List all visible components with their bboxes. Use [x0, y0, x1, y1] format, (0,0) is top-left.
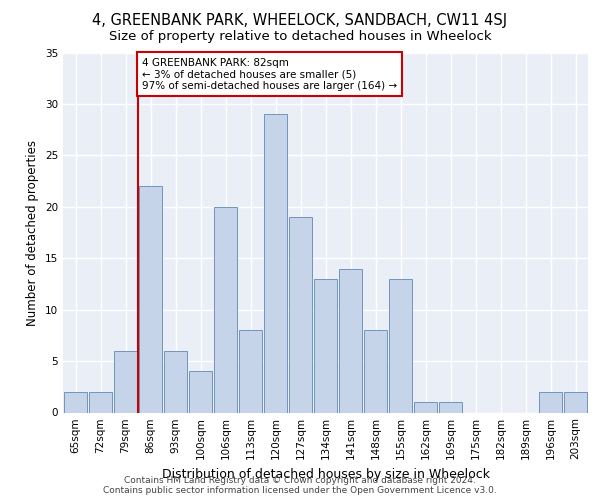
- Bar: [188, 372, 212, 412]
- Text: Contains HM Land Registry data © Crown copyright and database right 2024.: Contains HM Land Registry data © Crown c…: [124, 476, 476, 485]
- X-axis label: Distribution of detached houses by size in Wheelock: Distribution of detached houses by size …: [161, 468, 490, 481]
- Bar: [539, 392, 562, 412]
- Text: Contains public sector information licensed under the Open Government Licence v3: Contains public sector information licen…: [103, 486, 497, 495]
- Bar: [239, 330, 262, 412]
- Bar: [389, 279, 412, 412]
- Bar: [413, 402, 437, 412]
- Bar: [314, 279, 337, 412]
- Text: 4 GREENBANK PARK: 82sqm
← 3% of detached houses are smaller (5)
97% of semi-deta: 4 GREENBANK PARK: 82sqm ← 3% of detached…: [142, 58, 397, 91]
- Text: 4, GREENBANK PARK, WHEELOCK, SANDBACH, CW11 4SJ: 4, GREENBANK PARK, WHEELOCK, SANDBACH, C…: [92, 12, 508, 28]
- Bar: [89, 392, 112, 412]
- Bar: [214, 207, 238, 412]
- Bar: [263, 114, 287, 412]
- Bar: [364, 330, 388, 412]
- Bar: [113, 351, 137, 412]
- Bar: [64, 392, 88, 412]
- Bar: [139, 186, 163, 412]
- Bar: [289, 217, 313, 412]
- Bar: [439, 402, 463, 412]
- Bar: [164, 351, 187, 412]
- Bar: [563, 392, 587, 412]
- Text: Size of property relative to detached houses in Wheelock: Size of property relative to detached ho…: [109, 30, 491, 43]
- Bar: [338, 268, 362, 412]
- Y-axis label: Number of detached properties: Number of detached properties: [26, 140, 40, 326]
